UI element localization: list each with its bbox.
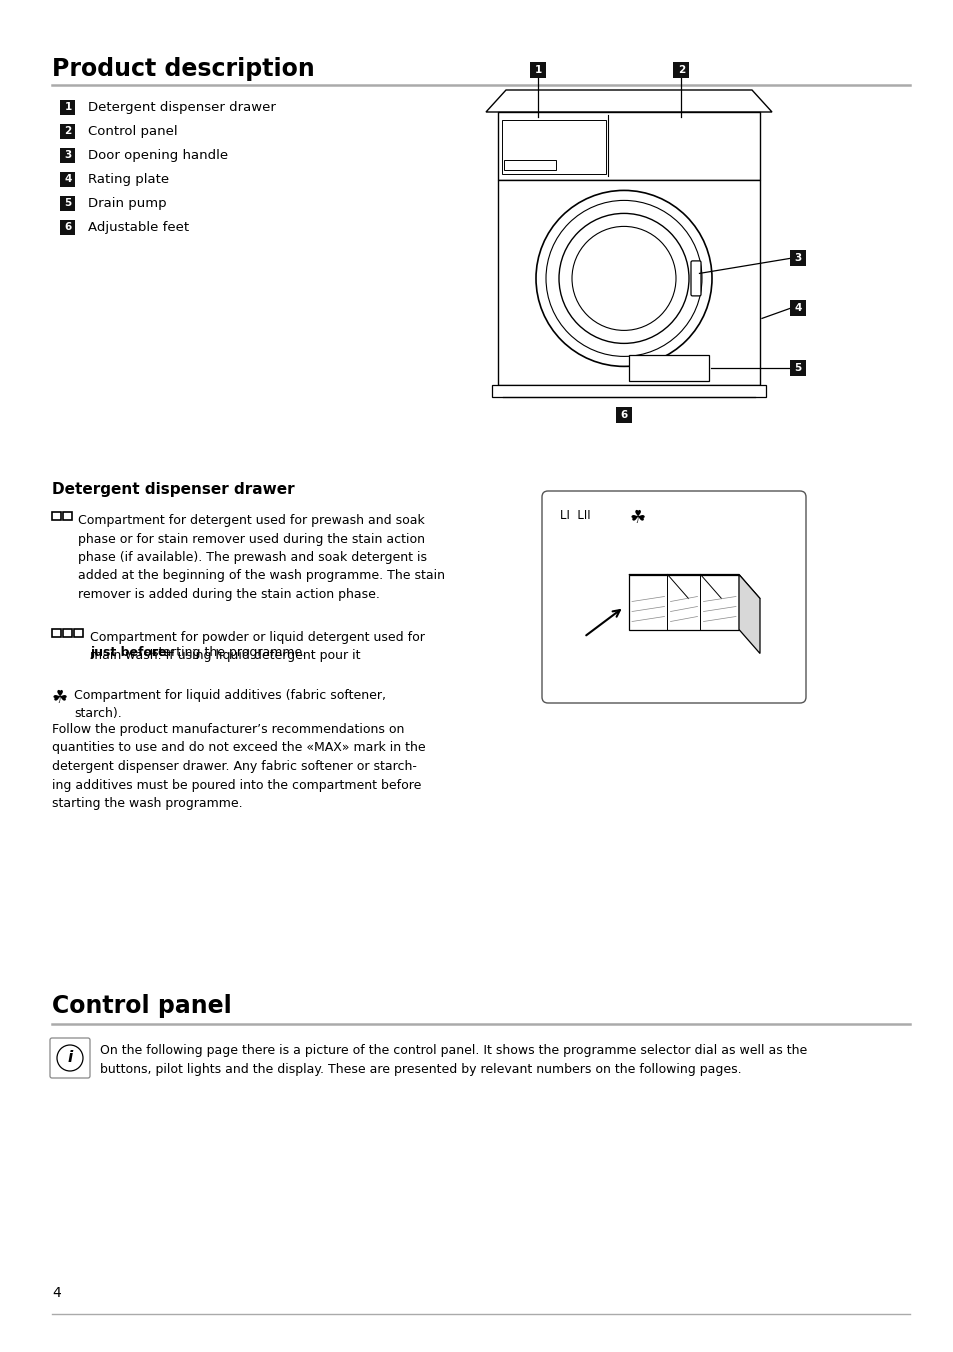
Text: LI  LII: LI LII [559, 508, 590, 522]
Text: Door opening handle: Door opening handle [88, 149, 228, 161]
Text: 3: 3 [64, 150, 71, 160]
Text: starting the programme.: starting the programme. [152, 646, 306, 658]
Text: 5: 5 [794, 362, 801, 373]
Polygon shape [628, 575, 760, 599]
Text: Product description: Product description [52, 57, 314, 81]
Text: Compartment for detergent used for prewash and soak
phase or for stain remover u: Compartment for detergent used for prewa… [78, 514, 444, 602]
Polygon shape [485, 91, 771, 112]
Circle shape [572, 226, 676, 330]
FancyBboxPatch shape [541, 491, 805, 703]
FancyBboxPatch shape [50, 1038, 90, 1078]
Text: 2: 2 [677, 65, 684, 74]
Bar [616, 407, 631, 423]
Bar [52, 629, 61, 637]
Bar [789, 300, 805, 316]
Bar [492, 385, 765, 397]
Bar [503, 160, 556, 170]
Text: Rating plate: Rating plate [88, 173, 169, 185]
Bar [497, 180, 760, 385]
Text: 3: 3 [794, 253, 801, 264]
Bar [60, 196, 75, 211]
Text: 6: 6 [64, 222, 71, 233]
Circle shape [57, 1045, 83, 1071]
Text: Adjustable feet: Adjustable feet [88, 220, 189, 234]
Bar [60, 172, 75, 187]
Bar [60, 100, 75, 115]
Text: ☘: ☘ [52, 690, 68, 707]
Bar [52, 512, 61, 521]
Text: 4: 4 [64, 174, 71, 184]
Text: Compartment for powder or liquid detergent used for
main wash. If using liquid d: Compartment for powder or liquid deterge… [90, 631, 424, 662]
Circle shape [558, 214, 688, 343]
Text: Drain pump: Drain pump [88, 196, 167, 210]
Text: 4: 4 [52, 1286, 61, 1301]
Bar [63, 629, 71, 637]
Text: Control panel: Control panel [88, 124, 177, 138]
Text: 2: 2 [64, 126, 71, 137]
Text: Follow the product manufacturer’s recommendations on
quantities to use and do no: Follow the product manufacturer’s recomm… [52, 723, 425, 810]
Text: 6: 6 [619, 410, 627, 420]
Text: just before: just before [90, 646, 167, 658]
Circle shape [536, 191, 711, 366]
Polygon shape [739, 575, 760, 653]
Bar [628, 356, 708, 381]
Bar [63, 512, 71, 521]
Bar [74, 629, 83, 637]
Text: 1: 1 [534, 65, 541, 74]
Text: 1: 1 [64, 101, 71, 112]
Bar [789, 250, 805, 266]
Circle shape [545, 200, 701, 357]
Text: i: i [68, 1051, 72, 1065]
Text: Detergent dispenser drawer: Detergent dispenser drawer [88, 100, 275, 114]
Text: On the following page there is a picture of the control panel. It shows the prog: On the following page there is a picture… [100, 1044, 806, 1075]
Bar [530, 62, 545, 78]
Text: Compartment for liquid additives (fabric softener,
starch).: Compartment for liquid additives (fabric… [74, 690, 386, 721]
Text: 4: 4 [794, 303, 801, 314]
Bar [789, 360, 805, 376]
Polygon shape [628, 575, 739, 630]
Text: Detergent dispenser drawer: Detergent dispenser drawer [52, 483, 294, 498]
Bar [501, 120, 605, 174]
Bar [497, 112, 760, 180]
Bar [60, 219, 75, 234]
Text: Control panel: Control panel [52, 994, 232, 1018]
Bar [673, 62, 689, 78]
Bar [60, 147, 75, 162]
FancyBboxPatch shape [690, 261, 700, 296]
Bar [60, 123, 75, 138]
Text: 5: 5 [64, 197, 71, 208]
Text: ☘: ☘ [629, 508, 645, 527]
